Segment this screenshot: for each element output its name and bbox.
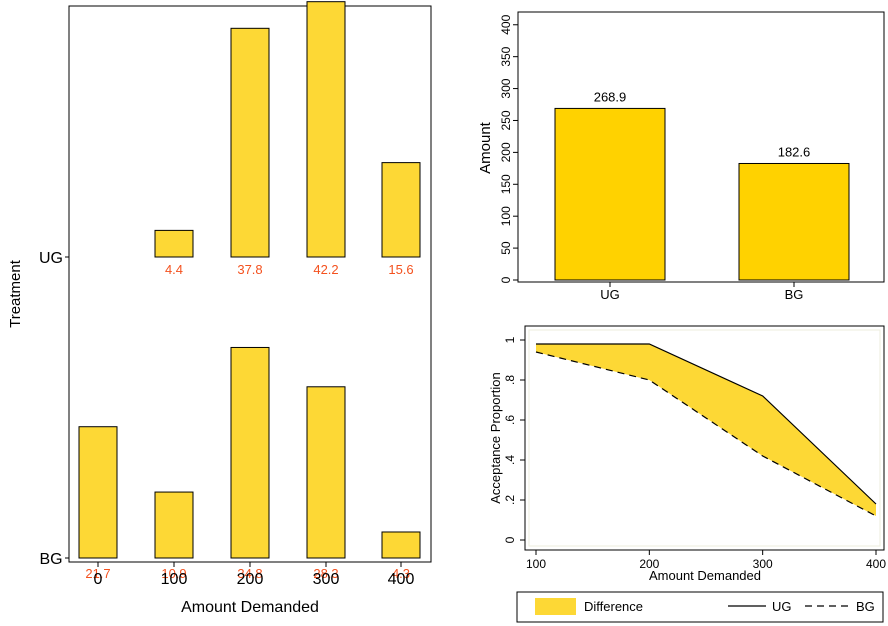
distribution-bar-ug	[306, 1, 346, 258]
distribution-value-labels: 4.4 37.8 42.2 15.6 21.7 10.9 34.8 28.3 4.3	[85, 262, 413, 581]
distribution-row-label-bg: BG	[39, 551, 62, 568]
acceptance-x-tick-label: 200	[639, 557, 659, 571]
mean-amount-y-tick-label: 150	[499, 174, 513, 194]
mean-amount-y-tick-label: 50	[499, 241, 513, 255]
acceptance-y-tick-label: .2	[503, 495, 517, 505]
acceptance-legend: Difference UG BG	[516, 591, 884, 623]
distribution-x-tick-label: 200	[237, 571, 264, 588]
distribution-bar-bg	[381, 531, 421, 559]
distribution-x-tick-label: 300	[313, 571, 340, 588]
distribution-bars	[78, 1, 421, 559]
mean-amount-y-tick-label: 250	[499, 110, 513, 130]
acceptance-y-tick-label: .4	[503, 455, 517, 465]
mean-amount-y-tick-label: 200	[499, 142, 513, 162]
mean-amount-y-tick-label: 400	[499, 14, 513, 34]
mean-amount-bars	[554, 107, 850, 281]
distribution-bar-label: 37.8	[237, 262, 262, 277]
mean-amount-x-ticks: UG BG	[600, 282, 803, 302]
acceptance-x-tick-label: 100	[526, 557, 546, 571]
distribution-bar-bg	[306, 386, 346, 559]
mean-amount-value-label: 182.6	[778, 144, 811, 159]
acceptance-y-tick-label: 1	[503, 336, 517, 343]
distribution-y-axis-title: Treatment	[7, 259, 24, 328]
distribution-bar-label: 4.3	[392, 566, 410, 581]
distribution-x-ticks: 0 100 200 300 400	[94, 562, 415, 588]
distribution-x-tick-label: 400	[388, 571, 415, 588]
distribution-x-axis-title: Amount Demanded	[181, 599, 319, 616]
legend-difference-swatch	[535, 598, 576, 615]
distribution-bar-label: 42.2	[313, 262, 338, 277]
acceptance-y-tick-label: .6	[503, 415, 517, 425]
acceptance-x-ticks: 100 200 300 400	[526, 550, 886, 571]
distribution-x-tick-label: 0	[94, 571, 103, 588]
distribution-bar-bg	[78, 426, 118, 559]
distribution-x-tick-label: 100	[161, 571, 188, 588]
mean-amount-bar-bg	[738, 162, 850, 281]
difference-area	[536, 344, 876, 516]
legend-ug-label: UG	[772, 599, 792, 614]
distribution-bar-bg	[230, 346, 270, 559]
mean-amount-x-tick-label: UG	[600, 287, 620, 302]
distribution-bar-label: 15.6	[388, 262, 413, 277]
distribution-bar-label: 10.9	[161, 566, 186, 581]
mean-amount-y-tick-label: 300	[499, 78, 513, 98]
acceptance-x-tick-label: 300	[753, 557, 773, 571]
acceptance-y-axis-title: Acceptance Proportion	[488, 372, 503, 504]
acceptance-plot-frame	[524, 325, 885, 551]
acceptance-y-ticks: 0 .2 .4 .6 .8 1	[503, 336, 525, 543]
distribution-bar-label: 21.7	[85, 566, 110, 581]
legend-frame	[516, 591, 884, 623]
distribution-bar-bg	[154, 491, 194, 559]
mean-amount-y-tick-label: 100	[499, 206, 513, 226]
mean-amount-y-tick-label: 350	[499, 46, 513, 66]
mean-amount-value-label: 268.9	[594, 89, 627, 104]
legend-bg-label: BG	[856, 599, 875, 614]
distribution-bar-label: 34.8	[237, 566, 262, 581]
acceptance-y-tick-label: 0	[503, 536, 517, 543]
mean-amount-y-tick-label: 0	[499, 276, 513, 283]
distribution-bar-ug	[230, 27, 270, 258]
acceptance-y-tick-label: .8	[503, 375, 517, 385]
distribution-panel: Treatment Amount Demanded 4.4 37.8 42.2 15.…	[7, 1, 432, 616]
bg-line	[535, 351, 877, 517]
distribution-bar-ug	[154, 229, 194, 258]
mean-amount-panel: Amount 0 50 100 150 200 250 300 350 400 268.9 182…	[477, 11, 885, 302]
distribution-row-label-ug: UG	[39, 250, 63, 267]
distribution-bar-ug	[381, 162, 421, 258]
acceptance-inner-plot-region	[528, 329, 881, 547]
acceptance-x-tick-label: 400	[866, 557, 886, 571]
distribution-bar-label: 4.4	[165, 262, 183, 277]
distribution-row-labels: UG BG	[39, 250, 69, 568]
ug-line	[536, 343, 877, 505]
acceptance-panel: Acceptance Proportion Amount Demanded 0.…	[488, 325, 886, 583]
mean-amount-value-labels: 268.9 182.6	[594, 89, 811, 159]
mean-amount-bar-ug	[554, 107, 666, 281]
mean-amount-y-axis-title: Amount	[477, 121, 494, 174]
mean-amount-x-tick-label: BG	[785, 287, 804, 302]
acceptance-x-axis-title: Amount Demanded	[649, 568, 761, 583]
mean-amount-y-ticks: 0 50 100 150 200 250 300 350 400	[499, 14, 518, 283]
legend-difference-label: Difference	[584, 599, 643, 614]
distribution-bar-label: 28.3	[313, 566, 338, 581]
